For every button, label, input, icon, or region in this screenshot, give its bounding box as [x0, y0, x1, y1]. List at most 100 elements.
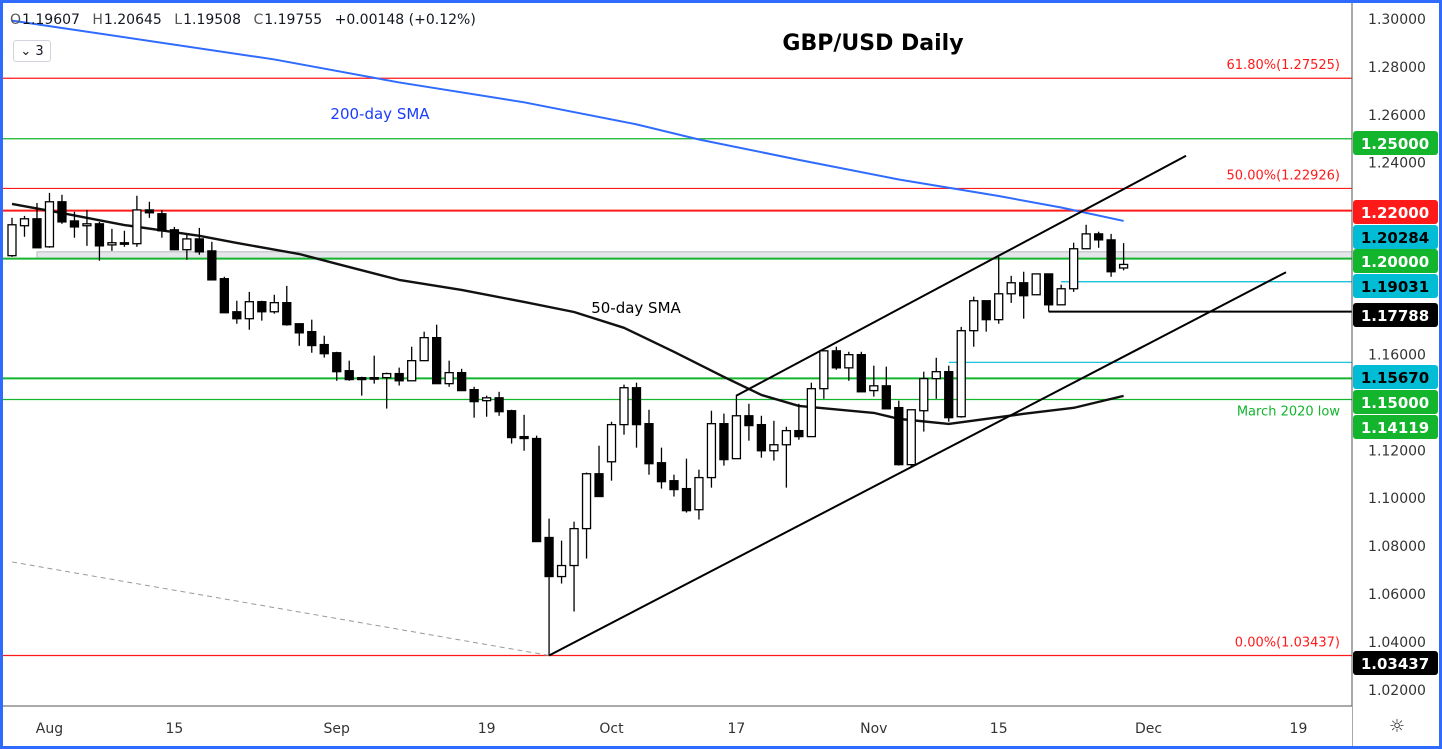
candle-up [107, 242, 117, 246]
candle-down [631, 387, 642, 426]
candle-down [719, 423, 729, 461]
y-tick-label: 1.12000 [1368, 443, 1426, 459]
high-value: 1.20645 [103, 12, 162, 28]
y-tick-label: 1.26000 [1368, 108, 1426, 124]
price-badge [1353, 225, 1438, 249]
indicators-toggle-button[interactable]: ⌄ 3 [13, 40, 51, 62]
candle-down [257, 301, 267, 313]
candle-down [344, 370, 354, 381]
candle-up [382, 372, 392, 379]
candle-up [994, 293, 1004, 321]
price-badge-label: 1.20284 [1361, 229, 1429, 247]
y-tick-label: 1.24000 [1368, 156, 1426, 172]
low-key: L [174, 12, 183, 28]
candle-up [1006, 282, 1016, 295]
chart-title: GBP/USD Daily [782, 31, 963, 56]
candle-up [769, 444, 779, 452]
sma50-label: 50-day SMA [591, 299, 681, 317]
candle-down [544, 536, 554, 578]
candle-up [132, 209, 142, 245]
candle-up [931, 371, 941, 380]
candle-up [731, 415, 742, 460]
candle-down [207, 250, 217, 281]
candle-down [219, 278, 229, 314]
price-badge [1353, 249, 1438, 273]
candle-down [307, 331, 317, 347]
chevron-down-icon: ⌄ [20, 43, 32, 59]
candle-down [681, 487, 692, 512]
candle-down [32, 218, 42, 249]
price-badge-label: 1.15000 [1361, 394, 1429, 412]
price-badge-label: 1.17788 [1361, 307, 1429, 325]
x-tick-label: Dec [1135, 721, 1162, 737]
candle-down [1106, 239, 1116, 273]
candle-down [357, 377, 367, 381]
fib-label: 50.00%(1.22926) [1227, 168, 1340, 183]
x-tick-label: Oct [599, 721, 624, 737]
x-tick-label: Nov [860, 721, 887, 737]
candle-up [419, 336, 429, 362]
y-tick-label: 1.28000 [1368, 60, 1426, 76]
candle-up [956, 330, 966, 418]
close-value: 1.19755 [264, 12, 323, 28]
price-badge [1353, 274, 1438, 298]
candle-up [44, 201, 55, 248]
candle-down [506, 410, 517, 439]
candle-up [919, 377, 929, 412]
candle-down [744, 415, 754, 427]
candle-up [1081, 233, 1091, 250]
candle-down [294, 323, 304, 334]
candle-up [569, 527, 579, 567]
candle-down [756, 423, 767, 452]
gear-icon[interactable]: ☼ [1388, 716, 1406, 737]
candle-down [831, 350, 841, 369]
price-badge [1353, 390, 1438, 414]
candle-down [494, 397, 504, 413]
price-badge-label: 1.25000 [1361, 135, 1429, 153]
x-tick-label: 15 [990, 721, 1008, 737]
candle-down [432, 336, 442, 385]
candle-down [594, 473, 604, 498]
candle-up [269, 302, 279, 313]
price-badge-label: 1.22000 [1361, 204, 1429, 222]
candle-up [706, 423, 717, 479]
candle-down [332, 352, 342, 373]
candle-down [94, 223, 105, 247]
high-key: H [92, 12, 103, 28]
y-tick-label: 1.10000 [1368, 491, 1426, 507]
candle-down [456, 371, 467, 392]
y-tick-label: 1.30000 [1368, 12, 1426, 28]
candle-up [781, 429, 792, 446]
candle-up [1069, 248, 1079, 290]
open-key: O [10, 12, 22, 28]
candle-up [556, 564, 567, 578]
candle-up [444, 371, 454, 385]
close-key: C [253, 12, 264, 28]
candle-up [19, 218, 30, 227]
candle-up [819, 350, 829, 390]
candle-down [894, 406, 904, 466]
channel-lower-trendline [548, 271, 1287, 657]
change-value: +0.00148 (+0.12%) [334, 12, 476, 28]
y-tick-label: 1.16000 [1368, 347, 1426, 363]
fib-base-trendline [11, 561, 550, 656]
y-tick-label: 1.02000 [1368, 683, 1426, 699]
open-value: 1.19607 [22, 12, 80, 28]
candle-down [944, 371, 954, 419]
fib-label: 61.80%(1.27525) [1227, 58, 1340, 73]
level-note: March 2020 low [1237, 404, 1341, 419]
candle-up [182, 238, 192, 251]
candle-up [694, 476, 704, 511]
y-tick-label: 1.06000 [1368, 587, 1426, 603]
candle-down [644, 423, 654, 465]
x-tick-label: Aug [36, 721, 63, 737]
candle-up [969, 300, 979, 332]
x-tick-label: 15 [165, 721, 183, 737]
candle-down [531, 437, 542, 543]
candle-up [606, 423, 617, 463]
candle-down [169, 229, 180, 251]
candle-up [806, 388, 817, 438]
candle-down [881, 385, 891, 410]
